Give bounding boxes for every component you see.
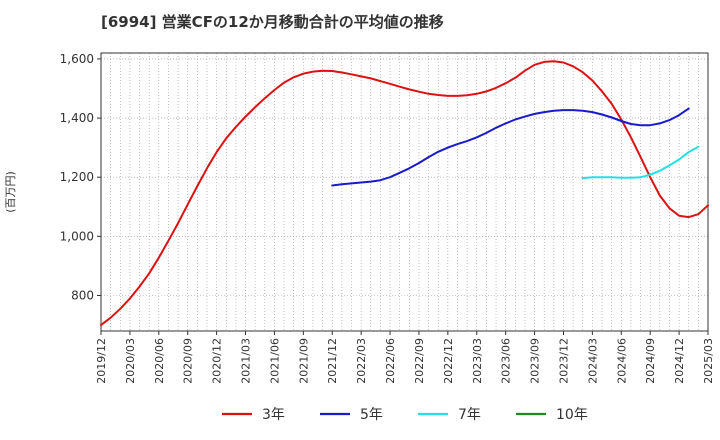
x-tick-label: 2021/09 (297, 338, 310, 384)
chart-title: [6994] 営業CFの12か月移動合計の平均値の推移 (101, 13, 444, 31)
y-tick-label: 1,000 (60, 229, 94, 243)
x-tick-label: 2023/12 (557, 338, 570, 384)
x-tick-label: 2022/06 (384, 338, 397, 384)
legend: 3年 5年 7年 10年 (222, 407, 588, 423)
x-tick-label: 2025/03 (702, 338, 715, 384)
y-axis-ticks: 800 1,000 1,200 1,400 1,600 (60, 52, 101, 303)
y-tick-label: 1,200 (60, 170, 94, 184)
plot-area (100, 52, 709, 332)
x-tick-label: 2024/03 (586, 338, 599, 384)
grid (100, 53, 709, 331)
y-tick-label: 1,400 (60, 111, 94, 125)
series-lines (100, 60, 709, 327)
x-tick-label: 2022/09 (413, 338, 426, 384)
series-line-1 (100, 60, 709, 327)
y-tick-label: 800 (71, 289, 94, 303)
legend-label-2: 5年 (360, 407, 383, 423)
x-tick-label: 2023/06 (500, 338, 513, 384)
x-tick-label: 2021/12 (326, 338, 339, 384)
series-line-2 (331, 107, 690, 187)
legend-label-4: 10年 (556, 407, 588, 423)
x-tick-label: 2023/09 (529, 338, 542, 384)
x-tick-label: 2020/12 (211, 338, 224, 384)
x-tick-label: 2024/09 (644, 338, 657, 384)
x-tick-label: 2019/12 (95, 338, 108, 384)
x-tick-label: 2021/03 (240, 338, 253, 384)
x-tick-label: 2023/03 (471, 338, 484, 384)
x-tick-label: 2021/06 (268, 338, 281, 384)
x-tick-label: 2020/09 (182, 338, 195, 384)
x-axis-ticks: 2019/12 2020/03 2020/06 2020/09 2020/12 2021/… (95, 331, 715, 384)
x-tick-label: 2024/06 (615, 338, 628, 384)
x-tick-label: 2020/06 (153, 338, 166, 384)
legend-label-1: 3年 (262, 407, 285, 423)
y-axis-label: (百万円) (4, 171, 17, 213)
series-line-3 (581, 145, 700, 180)
legend-label-3: 7年 (458, 407, 481, 423)
x-tick-label: 2024/12 (673, 338, 686, 384)
y-tick-label: 1,600 (60, 52, 94, 66)
x-tick-label: 2022/03 (355, 338, 368, 384)
x-tick-label: 2022/12 (442, 338, 455, 384)
x-tick-label: 2020/03 (124, 338, 137, 384)
